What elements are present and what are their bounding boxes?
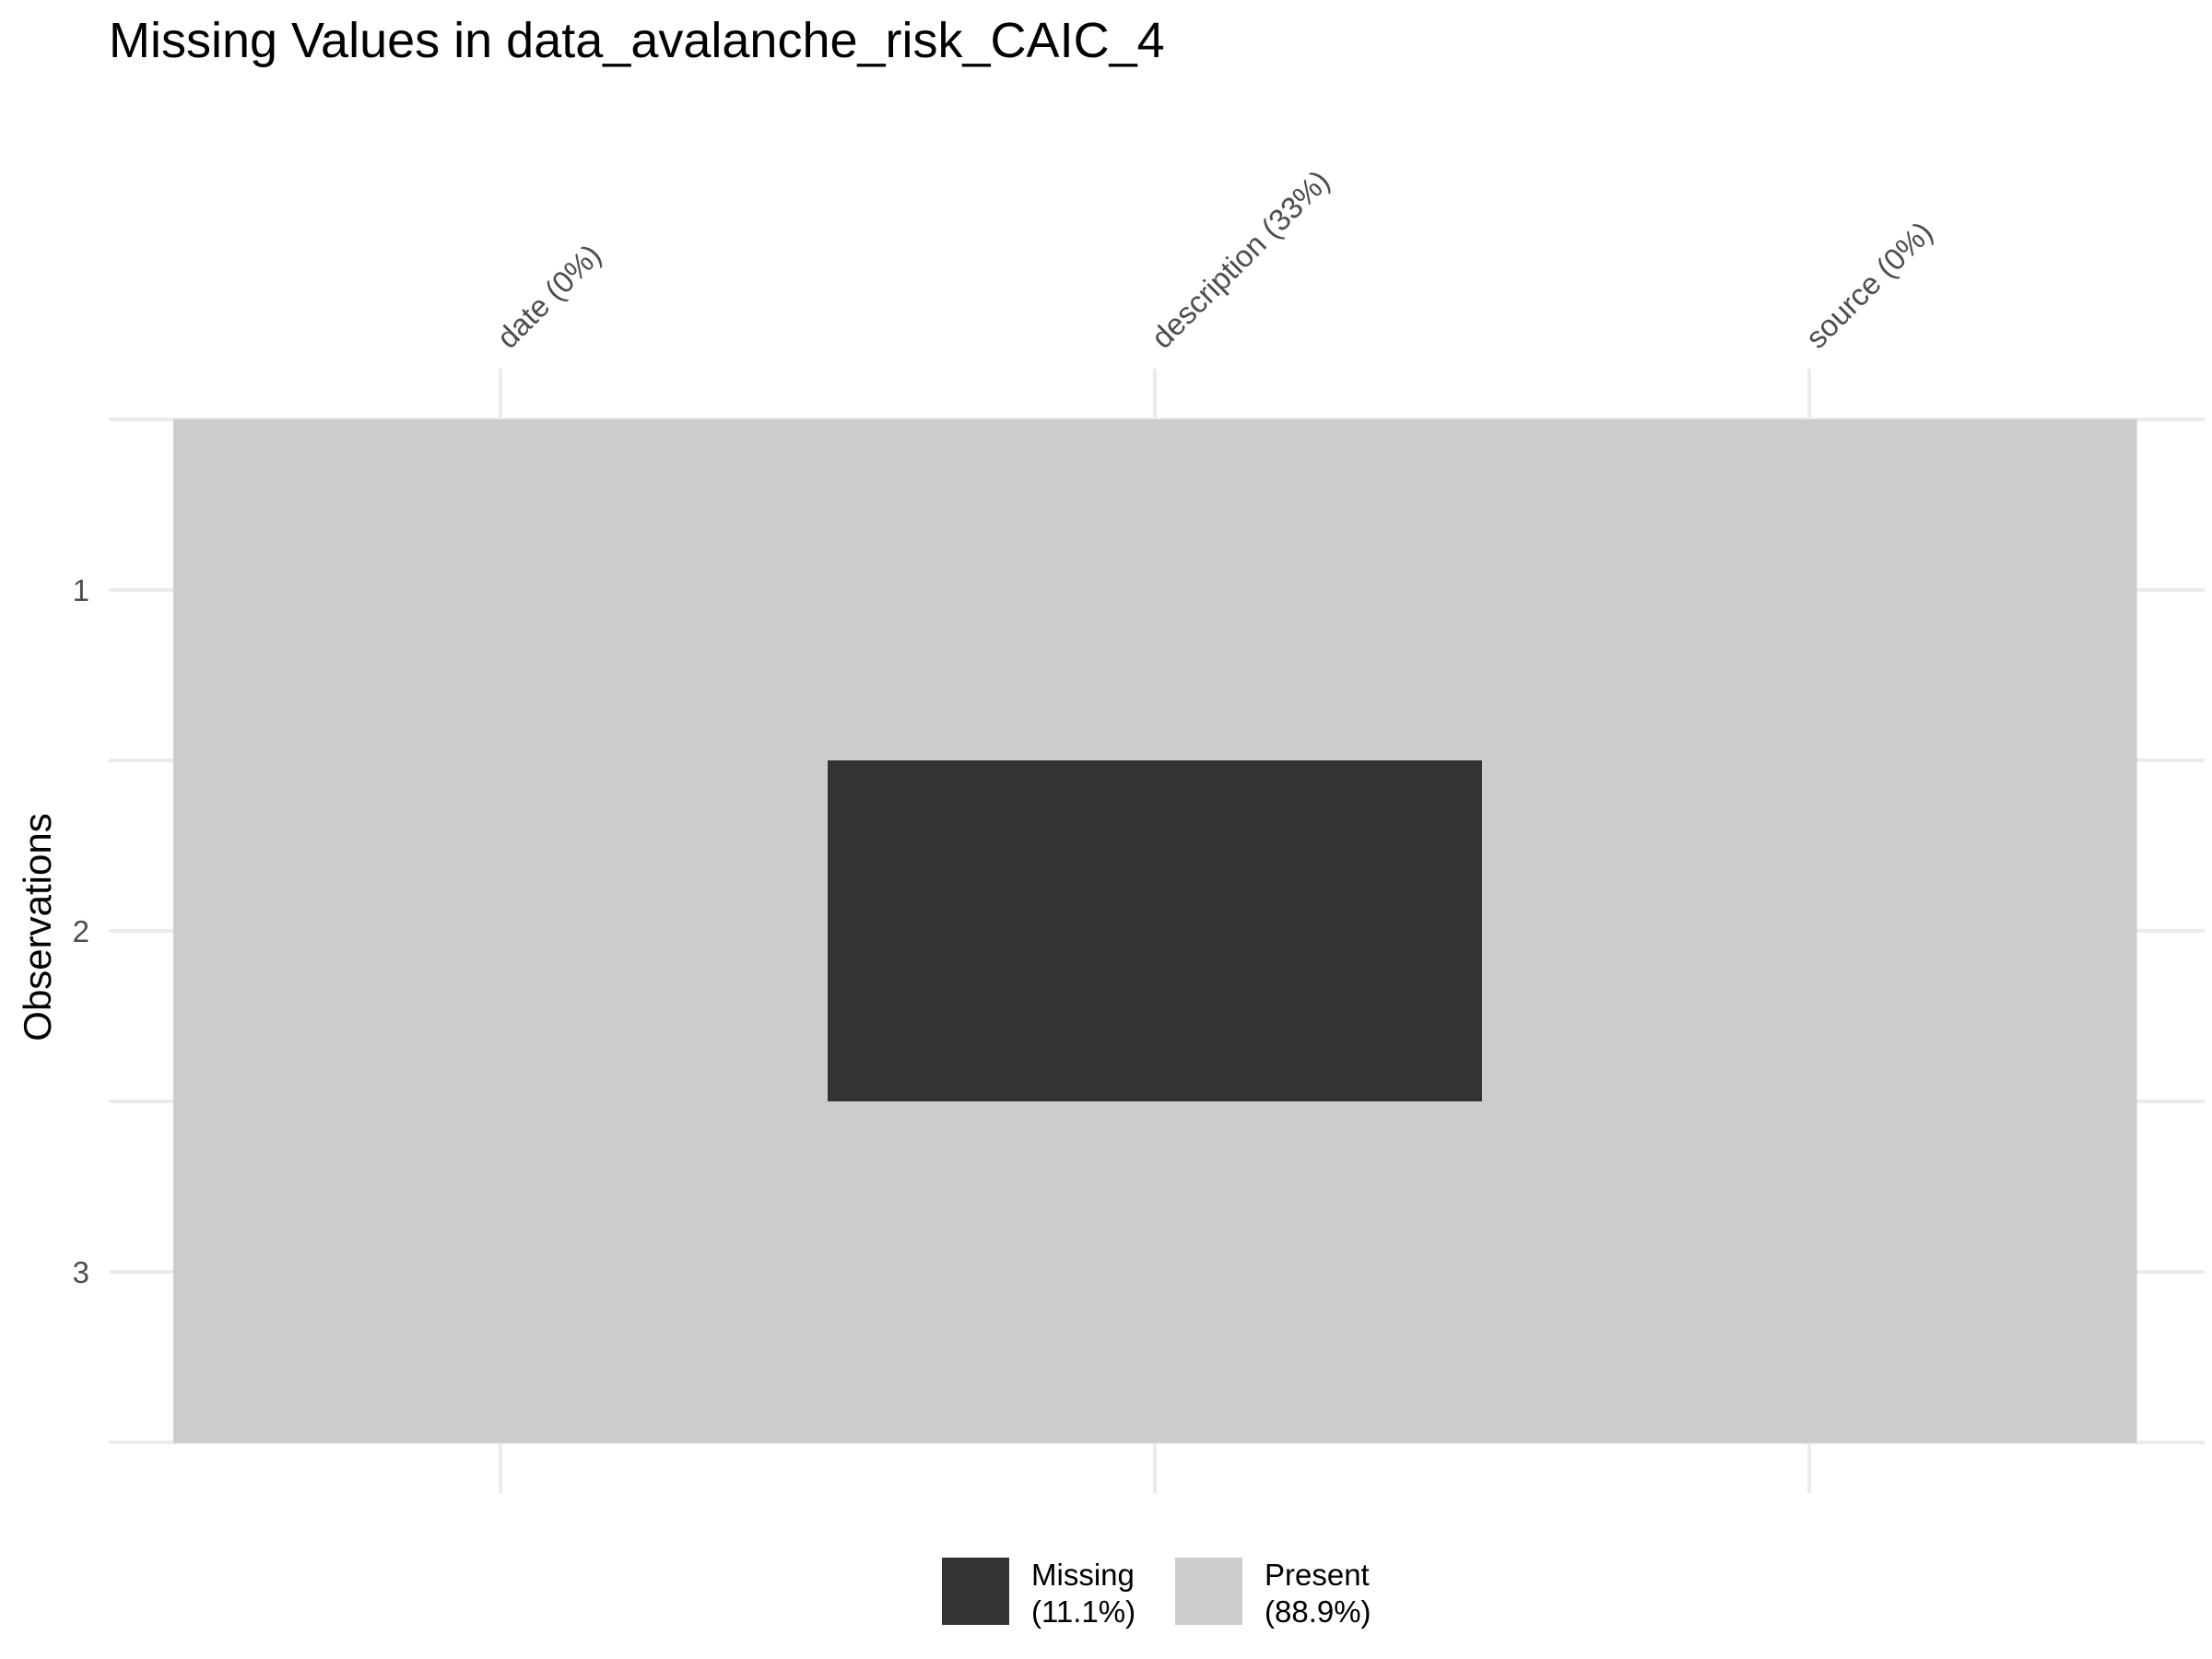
row-label: 2 [73,914,89,948]
row-label: 1 [73,573,89,607]
legend-swatch-missing [942,1558,1009,1625]
present-cell [828,1101,1483,1443]
present-cell [173,419,829,761]
legend: Missing(11.1%) Present(88.9%) [942,1558,1371,1629]
present-cell [173,1101,829,1443]
y-axis-title: Observations [16,813,59,1041]
row-label: 3 [73,1255,89,1289]
present-cell [828,419,1483,761]
present-cell [1482,1101,2137,1443]
legend-swatch-present [1175,1558,1242,1625]
row-labels: 1 2 3 [73,573,89,1289]
legend-label-missing: Missing [1031,1558,1135,1592]
present-cell [173,760,829,1102]
legend-label-present: Present [1265,1558,1370,1592]
chart-title: Missing Values in data_avalanche_risk_CA… [109,13,1165,68]
legend-percent-missing: (11.1%) [1031,1594,1135,1629]
missing-cell [828,760,1483,1102]
present-cell [1482,419,2137,761]
missingness-cells [173,419,2137,1443]
present-cell [1482,760,2137,1102]
legend-percent-present: (88.9%) [1265,1594,1371,1629]
